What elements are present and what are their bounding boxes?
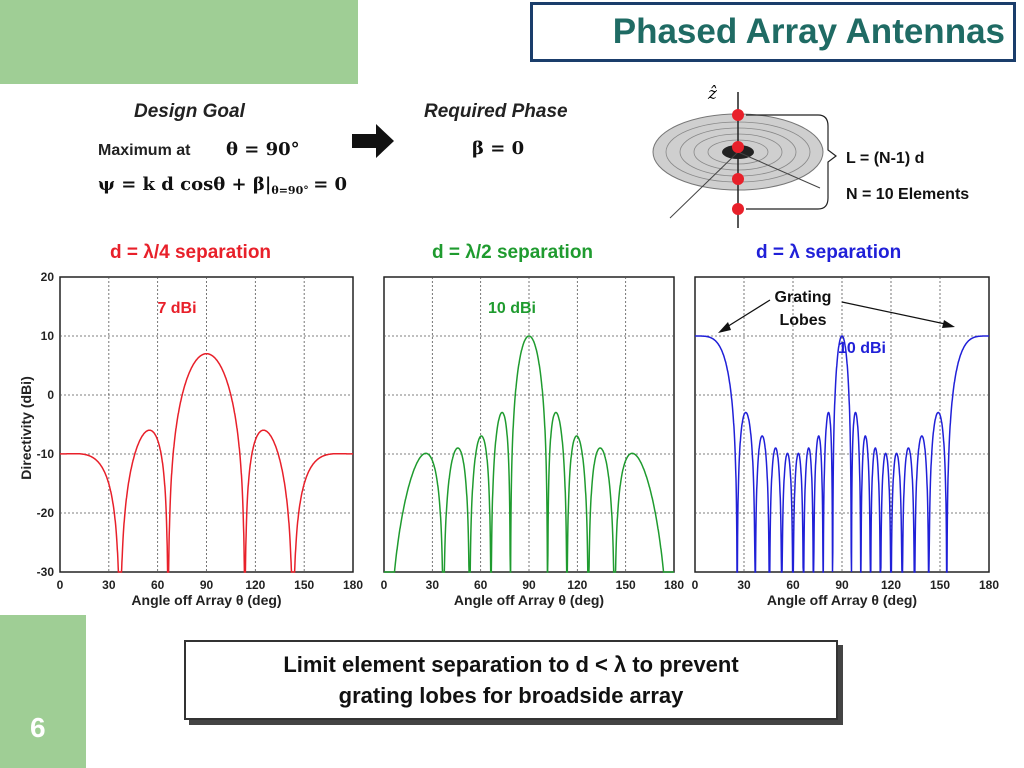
array-pattern-illustration: [652, 92, 837, 228]
conclusion-box: Limit element separation to d < λ to pre…: [184, 640, 838, 720]
x-tick-label: 90: [835, 578, 849, 592]
x-tick-label: 120: [245, 578, 265, 592]
conclusion-line-1: Limit element separation to d < λ to pre…: [283, 652, 739, 677]
footer-accent-block: [0, 615, 86, 768]
x-axis-label: Angle off Array θ (deg): [131, 592, 281, 608]
slide-number: 6: [30, 712, 46, 743]
arrow-head-icon: [942, 320, 955, 328]
y-tick-label: 20: [41, 270, 55, 284]
slide-title: Phased Array Antennas: [612, 12, 1005, 51]
peak-annotation: 7 dBi: [157, 300, 196, 317]
y-tick-label: -20: [37, 506, 55, 520]
x-tick-label: 120: [881, 578, 901, 592]
series-line: [60, 352, 353, 573]
x-tick-label: 90: [522, 578, 536, 592]
grating-lobes-label: Grating: [775, 289, 832, 306]
plot1-title: d = λ/4 separation: [110, 242, 272, 263]
design-goal-heading: Design Goal: [134, 101, 245, 122]
plot-panel-1: 0 30 60 90 120 150 180 20 10 0 -10 -20 -30 Angle off …: [37, 270, 364, 608]
grating-lobe-arrow-right: [841, 301, 951, 326]
x-tick-label: 30: [102, 578, 116, 592]
x-tick-label: 30: [426, 578, 440, 592]
series-line: [695, 335, 989, 573]
x-tick-label: 150: [294, 578, 314, 592]
x-tick-label: 180: [664, 578, 684, 592]
header-accent-block: [0, 0, 358, 84]
array-element: [732, 109, 744, 121]
psi-equation-main: ψ = k d cosθ + β|: [98, 174, 272, 195]
plot-panel-2: 0 30 60 90 120 150 180 Angle off Array θ (deg) 1…: [381, 276, 684, 608]
length-bracket: [746, 114, 837, 210]
psi-equation: ψ = k d cosθ + β|θ=90° = 0: [98, 174, 347, 197]
peak-annotation: 10 dBi: [488, 300, 536, 317]
maximum-equation: θ = 90°: [226, 139, 300, 160]
x-tick-label: 60: [474, 578, 488, 592]
title-box: Phased Array Antennas: [530, 2, 1016, 62]
x-tick-label: 150: [616, 578, 636, 592]
x-tick-label: 120: [567, 578, 587, 592]
arrow-head-icon: [718, 322, 731, 333]
y-tick-label: -30: [37, 565, 55, 579]
psi-equation-subscript: θ=90°: [271, 184, 309, 198]
x-tick-label: 90: [200, 578, 214, 592]
y-axis-line: [737, 151, 821, 189]
x-tick-label: 180: [979, 578, 999, 592]
psi-equation-rhs: = 0: [313, 174, 348, 195]
x-tick-label: 60: [786, 578, 800, 592]
series-line: [384, 335, 674, 573]
array-length-label: L = (N-1) d: [846, 150, 925, 167]
peak-annotation: 10 dBi: [838, 340, 886, 357]
y-tick-label: -10: [37, 447, 55, 461]
x-tick-label: 0: [381, 578, 388, 592]
x-tick-label: 60: [151, 578, 165, 592]
grating-lobes-label: Lobes: [779, 312, 826, 329]
plot-panel-3: 0 30 60 90 120 150 180 Angle off Array θ (deg) 1…: [692, 276, 999, 608]
required-phase-heading: Required Phase: [424, 101, 568, 122]
x-axis-line: [669, 151, 739, 219]
y-tick-label: 0: [47, 388, 54, 402]
grating-lobe-arrow-left: [721, 299, 771, 331]
array-element: [732, 141, 744, 153]
x-tick-label: 0: [692, 578, 699, 592]
x-axis-label: Angle off Array θ (deg): [454, 592, 604, 608]
z-axis-label: ẑ: [708, 84, 717, 104]
plot2-title: d = λ/2 separation: [432, 242, 594, 263]
right-arrow-icon: [352, 124, 394, 158]
beta-equation: β = 0: [472, 138, 525, 159]
x-tick-label: 30: [737, 578, 751, 592]
directivity-plots: 0 30 60 90 120 150 180 20 10 0 -10 -20 -30 Angle off …: [37, 270, 1000, 608]
x-tick-label: 180: [343, 578, 363, 592]
x-axis-label: Angle off Array θ (deg): [767, 592, 917, 608]
conclusion-line-2: grating lobes for broadside array: [338, 683, 684, 708]
array-element: [732, 173, 744, 185]
x-tick-label: 0: [57, 578, 64, 592]
x-tick-label: 150: [930, 578, 950, 592]
element-count-label: N = 10 Elements: [846, 186, 970, 203]
plot3-title: d = λ separation: [756, 242, 902, 263]
maximum-label: Maximum at: [98, 142, 191, 159]
array-element: [732, 203, 744, 215]
y-tick-label: 10: [41, 329, 55, 343]
